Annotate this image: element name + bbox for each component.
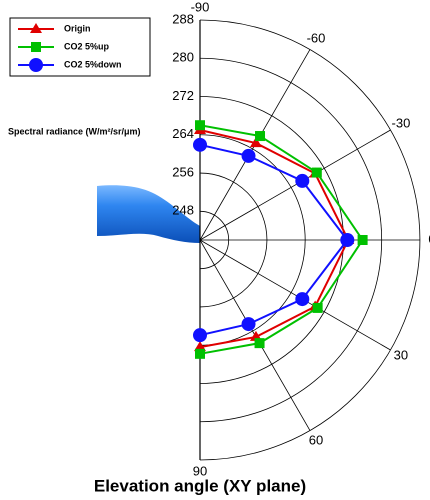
marker	[295, 292, 309, 306]
chart: Spectral radiance (W/m²/sr/μm) Elevation…	[0, 0, 430, 500]
theta-tick-label: -30	[392, 115, 411, 130]
marker	[313, 303, 323, 313]
theta-tick-label: 90	[193, 463, 207, 478]
chart-title: Elevation angle (XY plane)	[94, 476, 306, 495]
grid-spoke	[200, 240, 391, 350]
theta-tick-label: -90	[191, 0, 210, 14]
r-tick-label: 256	[172, 164, 194, 179]
theta-tick-label: 60	[309, 432, 323, 447]
marker	[295, 174, 309, 188]
r-tick-label: 248	[172, 203, 194, 218]
marker	[29, 58, 43, 72]
marker	[340, 233, 354, 247]
theta-tick-label: -60	[307, 31, 326, 46]
r-tick-label: 264	[172, 126, 194, 141]
r-axis-title: Spectral radiance (W/m²/sr/μm)	[8, 126, 141, 136]
legend-label: CO2 5%down	[64, 59, 122, 69]
marker	[195, 120, 205, 130]
marker	[358, 235, 368, 245]
marker	[195, 349, 205, 359]
legend-label: CO2 5%up	[64, 41, 110, 51]
r-tick-label: 280	[172, 50, 194, 65]
marker	[255, 338, 265, 348]
marker	[255, 131, 265, 141]
r-tick-label: 272	[172, 88, 194, 103]
marker	[242, 317, 256, 331]
legend-label: Origin	[64, 23, 91, 33]
marker	[193, 138, 207, 152]
theta-tick-label: 30	[394, 347, 408, 362]
marker	[242, 149, 256, 163]
grid-spoke	[200, 130, 391, 240]
marker	[31, 42, 41, 52]
marker	[312, 168, 322, 178]
marker	[193, 328, 207, 342]
